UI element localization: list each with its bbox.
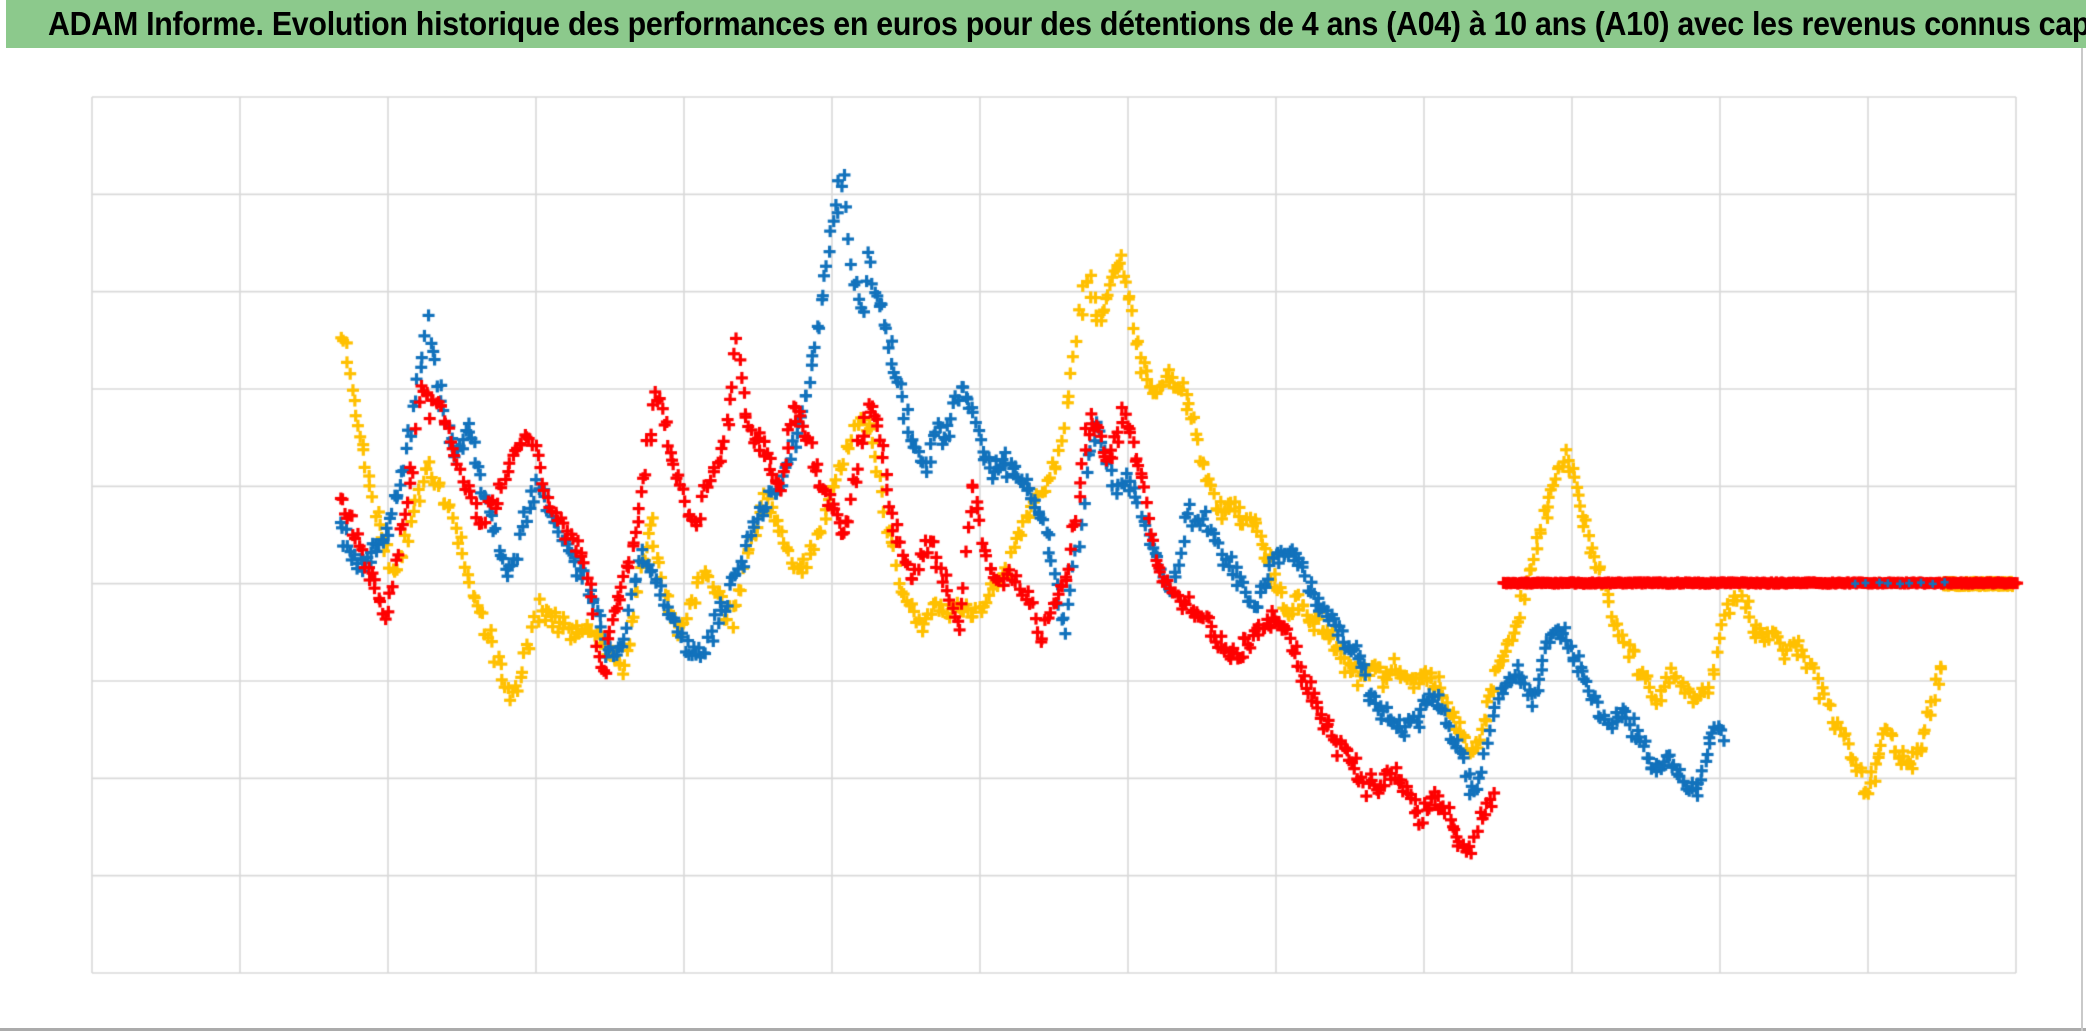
scatter-chart-canvas xyxy=(0,48,2086,1031)
window-border-bottom xyxy=(0,1028,2086,1031)
chart-area xyxy=(0,48,2086,1031)
window-border-right xyxy=(2081,48,2083,1031)
header-bar: ADAM Informe. Evolution historique des p… xyxy=(6,0,2086,48)
page-title: ADAM Informe. Evolution historique des p… xyxy=(48,5,2086,42)
